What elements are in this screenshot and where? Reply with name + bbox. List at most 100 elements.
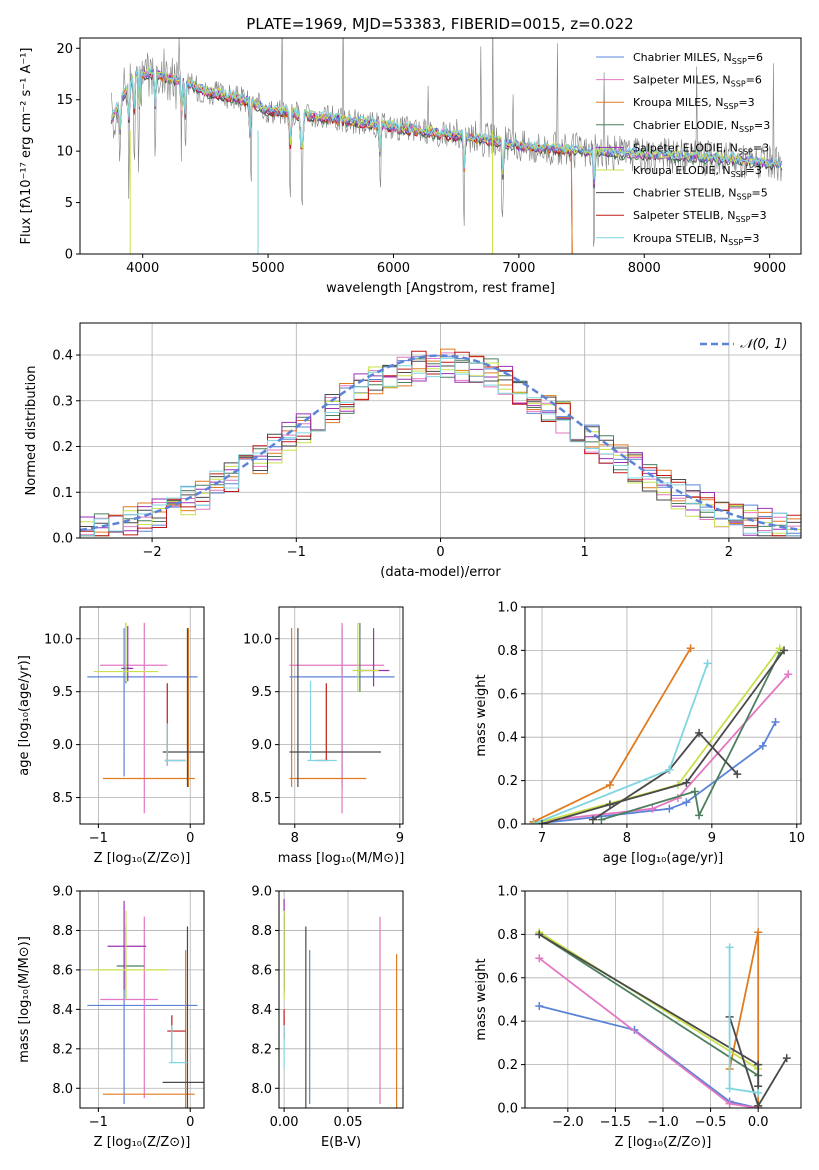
normal-distribution-curve: [80, 354, 801, 532]
errorbar-set: [283, 898, 398, 1108]
x-tick-label: 0: [186, 831, 194, 846]
plot-frame: [278, 890, 404, 1109]
legend-label: Chabrier ELODIE, NSSP=3: [633, 119, 770, 134]
weight-point-marker: [782, 1054, 791, 1063]
y-tick-label: 5: [65, 196, 73, 211]
legend-nssp-value: 3: [763, 119, 770, 132]
legend-equals: =: [738, 96, 747, 109]
y-tick-label: 8.4: [52, 1003, 73, 1018]
weight-point-marker: [695, 728, 704, 737]
weight-point-marker: [775, 644, 784, 653]
legend-model-name: Salpeter STELIB: [633, 209, 720, 222]
legend-nssp-value: 3: [755, 164, 762, 177]
legend-ssp-subscript: SSP: [731, 80, 746, 89]
errorbar-set: [87, 900, 204, 1108]
weight-point-marker: [695, 811, 704, 820]
x-axis-label: Z [log₁₀(Z/Z⊙)]: [94, 1135, 191, 1150]
x-tick-label: −2: [143, 545, 162, 560]
y-axis-label: age [log₁₀(age/yr)]: [17, 655, 32, 776]
legend-ssp-subscript: SSP: [731, 170, 746, 179]
x-tick-label: 8: [291, 831, 299, 846]
y-tick-label: 9.0: [52, 738, 73, 753]
weight-point-marker: [648, 804, 657, 813]
legend-nssp-prefix: , N: [720, 209, 735, 222]
x-axis-label: wavelength [Angstrom, rest frame]: [326, 281, 555, 296]
y-tick-label: 15: [56, 93, 73, 108]
legend-equals: =: [746, 164, 755, 177]
weight-series-line: [539, 1005, 759, 1108]
y-tick-label: 0.2: [497, 1058, 518, 1073]
age-vs-mass-panel: 8 9 8.5 9.0 9.5 10.0 mass [log₁₀(M/M⊙)]: [243, 606, 405, 866]
legend-model-name: Kroupa STELIB: [633, 232, 713, 245]
y-tick-label: 8.2: [52, 1042, 73, 1057]
weight-point-marker: [535, 930, 544, 939]
y-tick-label: 8.6: [52, 963, 73, 978]
y-axis-label: mass weight: [474, 958, 489, 1040]
weight-point-marker: [605, 800, 614, 809]
y-tick-label: 0.0: [497, 818, 518, 833]
y-tick-label: 0.8: [497, 928, 518, 943]
legend-model-name: Chabrier STELIB: [633, 187, 721, 200]
legend-ssp-subscript: SSP: [739, 125, 754, 134]
weight-point-marker: [780, 646, 789, 655]
weight-point-marker: [682, 798, 691, 807]
x-tick-label: 9: [708, 831, 716, 846]
weight-series-line: [538, 931, 759, 1070]
y-tick-label: 8.5: [251, 791, 272, 806]
y-tick-label: 8.8: [251, 924, 272, 939]
y-tick-label: 10: [56, 145, 73, 160]
x-tick-label: −1.5: [600, 1115, 632, 1130]
weight-point-marker: [754, 1060, 763, 1069]
y-tick-label: 8.0: [251, 1082, 272, 1097]
model-spectrum-line: [110, 68, 783, 183]
x-tick-label: 5000: [252, 261, 285, 276]
weight-series-line: [533, 673, 789, 823]
legend-label: Kroupa STELIB, NSSP=3: [633, 232, 759, 247]
legend-label: Salpeter ELODIE, NSSP=3: [633, 141, 769, 156]
age-vs-metallicity-panel: −1 0 8.5 9.0 9.5 10.0 Z [log₁₀(Z/Z⊙)] age [log₁…: [17, 606, 205, 866]
legend-nssp-value: 3: [760, 209, 767, 222]
y-tick-label: 1.0: [497, 601, 518, 616]
y-tick-label: 8.5: [52, 791, 73, 806]
y-tick-label: 0.6: [497, 687, 518, 702]
residual-histogram-step: [80, 357, 801, 537]
figure-title: PLATE=1969, MJD=53383, FIBERID=0015, z=0…: [246, 15, 633, 33]
y-tick-label: 8.4: [251, 1003, 272, 1018]
weight-series-line: [533, 647, 781, 824]
legend-model-name: Salpeter ELODIE: [633, 141, 723, 154]
weight-point-marker: [588, 815, 597, 824]
legend-label: Kroupa ELODIE, NSSP=3: [633, 164, 762, 179]
x-tick-label: −1: [287, 545, 306, 560]
legend-model-name: Kroupa ELODIE: [633, 164, 715, 177]
y-tick-label: 9.0: [251, 885, 272, 900]
y-tick-label: 8.0: [52, 1082, 73, 1097]
legend-model-name: Kroupa MILES: [633, 96, 708, 109]
x-axis-label: age [log₁₀(age/yr)]: [603, 851, 724, 866]
y-tick-label: 10.0: [44, 632, 73, 647]
x-axis-label: mass [log₁₀(M/M⊙)]: [278, 851, 405, 866]
legend-nssp-value: 6: [755, 74, 762, 87]
x-tick-label: −1: [89, 1115, 108, 1130]
legend-nssp-value: 3: [752, 232, 759, 245]
x-tick-label: 0.00: [270, 1115, 299, 1130]
y-tick-label: 0.8: [497, 644, 518, 659]
plot-frame: [79, 606, 205, 825]
legend-ssp-subscript: SSP: [723, 102, 738, 111]
weight-point-marker: [535, 954, 544, 963]
legend-nssp-prefix: , N: [715, 164, 730, 177]
weight-point-marker: [733, 770, 742, 779]
weight-point-marker: [665, 765, 674, 774]
legend-equals: =: [743, 232, 752, 245]
weight-series-line: [592, 731, 738, 821]
weight-vs-age-panel: 7 8 9 10 0.0 0.2 0.4 0.6 0.8 1.0 age [log₁₀(age/yr…: [474, 601, 805, 867]
x-tick-label: 7000: [502, 261, 535, 276]
weight-point-marker: [686, 644, 695, 653]
plot-frame: [524, 606, 802, 825]
x-tick-label: 0: [436, 545, 444, 560]
x-tick-label: 6000: [377, 261, 410, 276]
spectrum-panel: 4000 5000 6000 7000 8000 9000 0 5 10 15 20 waveleng…: [19, 37, 802, 296]
weight-point-marker: [725, 1084, 734, 1093]
legend-equals: =: [754, 119, 763, 132]
y-tick-label: 9.0: [251, 738, 272, 753]
legend-equals: =: [750, 209, 759, 222]
